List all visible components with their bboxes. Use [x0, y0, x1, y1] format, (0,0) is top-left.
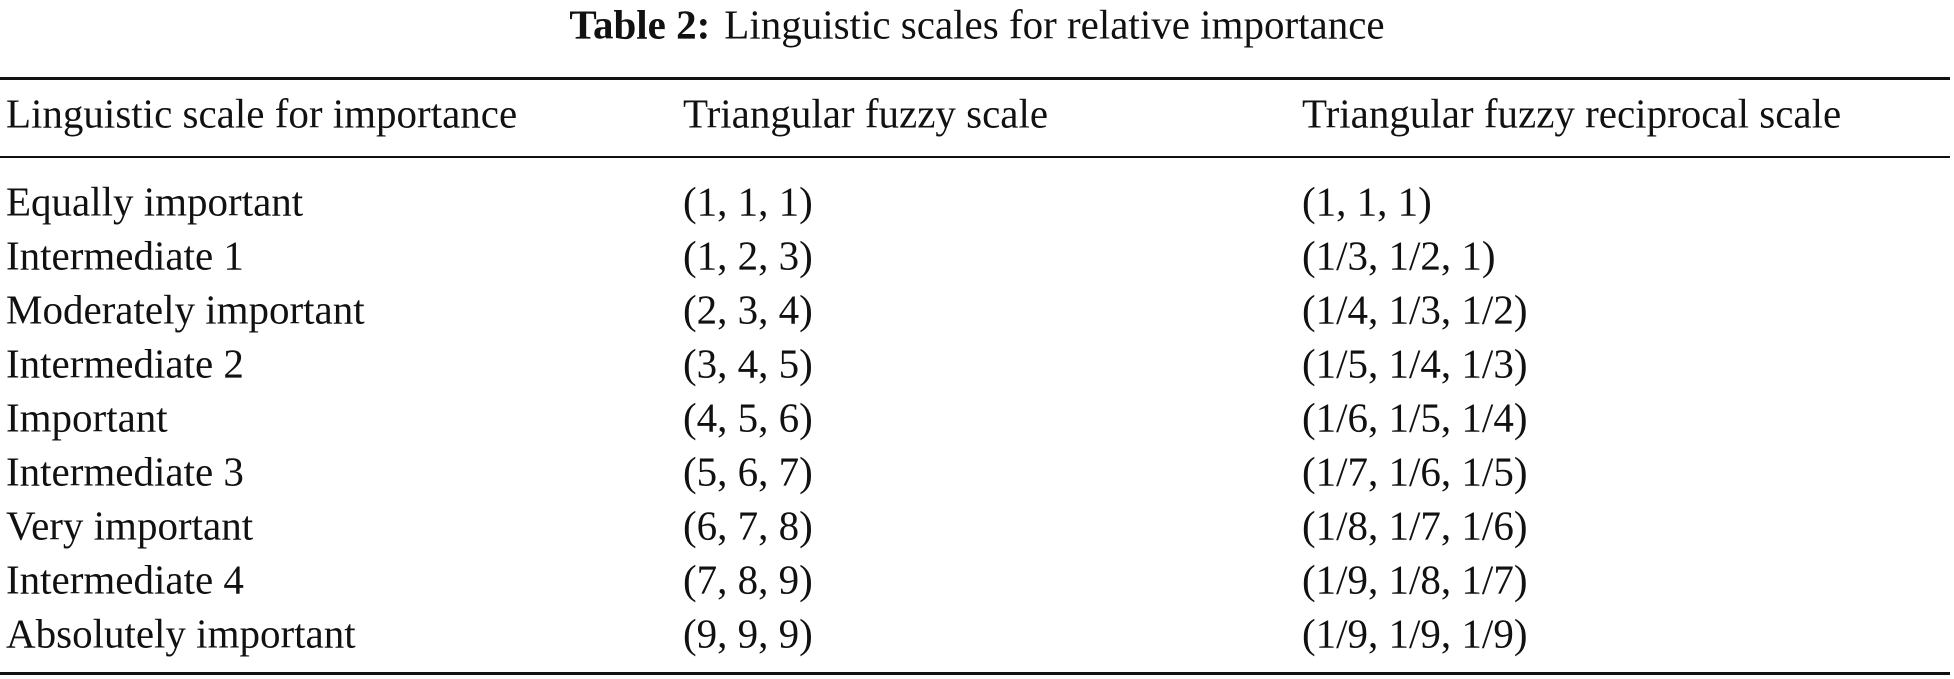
table-cell: (1/9, 1/9, 1/9): [1302, 610, 1528, 657]
table-cell: Absolutely important: [6, 610, 356, 657]
table-cell: (1, 2, 3): [683, 232, 813, 279]
table-cell: (1/3, 1/2, 1): [1302, 232, 1496, 279]
table-cell: (1/9, 1/8, 1/7): [1302, 556, 1528, 603]
table-cell: Intermediate 2: [6, 340, 244, 387]
table-cell: (7, 8, 9): [683, 556, 813, 603]
table-caption: Table 2: Linguistic scales for relative i…: [0, 1, 1954, 48]
table-cell: (1, 1, 1): [1302, 178, 1432, 225]
table-cell: (5, 6, 7): [683, 448, 813, 495]
table-cell: (1/8, 1/7, 1/6): [1302, 502, 1528, 549]
header-cell: Linguistic scale for importance: [6, 90, 518, 137]
top-rule: [0, 77, 1950, 80]
table-cell: Very important: [6, 502, 254, 549]
table-cell: (3, 4, 5): [683, 340, 813, 387]
caption-label: Table 2:: [569, 1, 711, 48]
table-cell: Intermediate 4: [6, 556, 244, 603]
caption-text: Linguistic scales for relative importanc…: [724, 1, 1385, 48]
table-cell: (6, 7, 8): [683, 502, 813, 549]
bottom-rule: [0, 672, 1950, 675]
table-cell: Important: [6, 394, 168, 441]
table-cell: (1, 1, 1): [683, 178, 813, 225]
table-cell: Moderately important: [6, 286, 365, 333]
table-cell: Intermediate 1: [6, 232, 244, 279]
table-cell: Intermediate 3: [6, 448, 244, 495]
header-rule: [0, 156, 1950, 158]
table-cell: (1/4, 1/3, 1/2): [1302, 286, 1528, 333]
header-cell: Triangular fuzzy scale: [683, 90, 1049, 137]
table-cell: (1/5, 1/4, 1/3): [1302, 340, 1528, 387]
table-cell: (1/6, 1/5, 1/4): [1302, 394, 1528, 441]
table-cell: (4, 5, 6): [683, 394, 813, 441]
table-cell: (9, 9, 9): [683, 610, 813, 657]
table-cell: (1/7, 1/6, 1/5): [1302, 448, 1528, 495]
header-cell: Triangular fuzzy reciprocal scale: [1302, 90, 1842, 137]
table-cell: (2, 3, 4): [683, 286, 813, 333]
table-cell: Equally important: [6, 178, 304, 225]
